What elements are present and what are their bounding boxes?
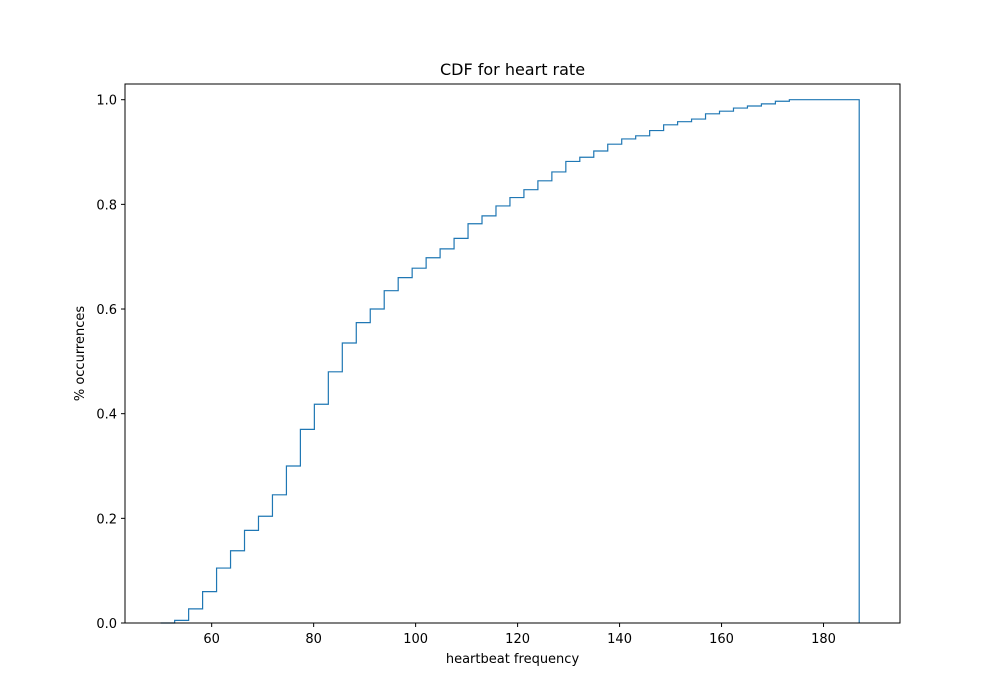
x-tick-label: 140 xyxy=(607,632,632,647)
x-axis-ticks: 60 80 100 120 140 160 180 xyxy=(203,623,836,647)
y-axis-ticks: 0.0 0.2 0.4 0.6 0.8 1.0 xyxy=(96,94,125,632)
axes-frame xyxy=(124,83,901,624)
y-tick-label: 1.0 xyxy=(96,94,117,109)
x-tick-label: 80 xyxy=(305,632,322,647)
y-tick-label: 0.0 xyxy=(96,617,117,632)
y-tick-label: 0.4 xyxy=(96,408,117,423)
x-tick-label: 100 xyxy=(403,632,428,647)
y-tick-label: 0.6 xyxy=(96,303,117,318)
chart-title: CDF for heart rate xyxy=(440,60,585,79)
x-axis-label: heartbeat frequency xyxy=(446,652,580,667)
cdf-step-series-line xyxy=(160,99,860,624)
x-tick-label: 60 xyxy=(203,632,220,647)
x-tick-label: 120 xyxy=(505,632,530,647)
y-axis-label: % occurrences xyxy=(73,306,88,402)
plot-content xyxy=(160,99,860,624)
x-tick-label: 180 xyxy=(811,632,836,647)
y-tick-label: 0.8 xyxy=(96,198,117,213)
y-tick-label: 0.2 xyxy=(96,512,117,527)
x-tick-label: 160 xyxy=(709,632,734,647)
